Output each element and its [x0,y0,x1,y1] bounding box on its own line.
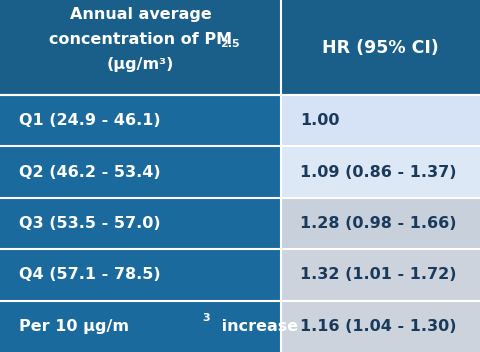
Bar [0,0,281,95]
Text: Q1 (24.9 - 46.1): Q1 (24.9 - 46.1) [19,113,161,128]
Text: 1.28 (0.98 - 1.66): 1.28 (0.98 - 1.66) [300,216,456,231]
Bar [0,249,281,301]
Text: Per 10 μg/m: Per 10 μg/m [19,319,129,334]
Text: increase: increase [216,319,298,334]
Text: HR (95% CI): HR (95% CI) [322,38,439,57]
Bar [0,95,281,146]
Bar [0,146,281,198]
Bar [281,0,480,95]
Bar [281,301,480,352]
Text: Q2 (46.2 - 53.4): Q2 (46.2 - 53.4) [19,165,161,180]
Text: Q3 (53.5 - 57.0): Q3 (53.5 - 57.0) [19,216,161,231]
Text: 3: 3 [203,313,210,322]
Bar [0,198,281,249]
Text: 1.16 (1.04 - 1.30): 1.16 (1.04 - 1.30) [300,319,456,334]
Bar [281,249,480,301]
Text: 1.32 (1.01 - 1.72): 1.32 (1.01 - 1.72) [300,268,456,282]
Text: 1.09 (0.86 - 1.37): 1.09 (0.86 - 1.37) [300,165,456,180]
Bar [281,146,480,198]
Bar [0,301,281,352]
Bar [281,95,480,146]
Text: 1.00: 1.00 [300,113,339,128]
Text: concentration of PM: concentration of PM [49,32,232,47]
Text: Annual average: Annual average [70,7,211,22]
Bar [281,198,480,249]
Text: (μg/m³): (μg/m³) [107,57,174,72]
Text: Q4 (57.1 - 78.5): Q4 (57.1 - 78.5) [19,268,161,282]
Text: 2.5: 2.5 [221,39,240,49]
